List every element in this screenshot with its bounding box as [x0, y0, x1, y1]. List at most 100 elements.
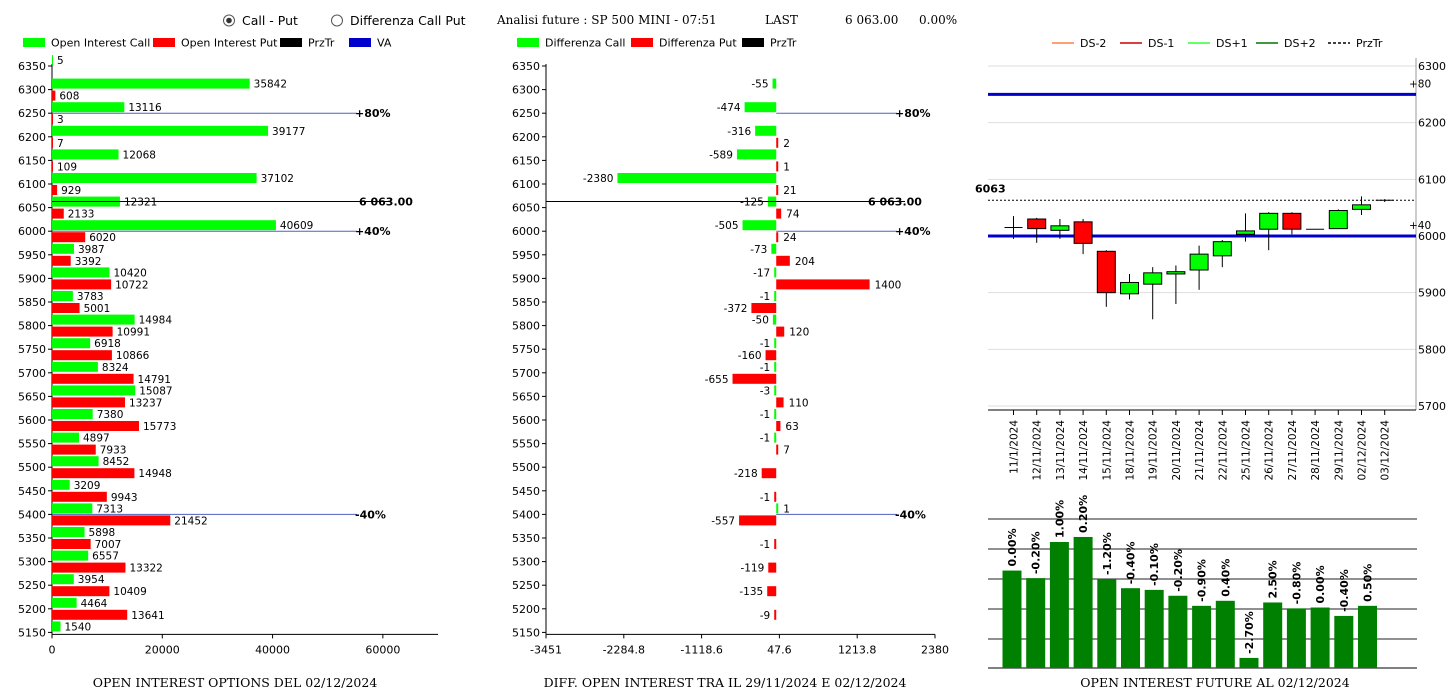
x-tick-label: 20/11/2024: [1171, 420, 1183, 481]
y-tick-label: 5800: [1418, 343, 1446, 356]
candle-body: [1328, 210, 1348, 230]
radio-label-call-put: Call - Put: [242, 13, 298, 28]
diff-call-bar-label: -125: [740, 197, 764, 209]
diff-put-bar-label: 1: [783, 161, 790, 173]
diff-put-bar: [776, 137, 779, 148]
put-bar: [52, 303, 80, 313]
radio-selected-dot: [226, 17, 232, 24]
diff-call-bar: [774, 267, 777, 278]
call-value-label: 6918: [94, 338, 121, 350]
call-value-label: 5: [57, 55, 64, 67]
y-tick-label: 5450: [18, 485, 46, 498]
y-tick-label: 5750: [512, 343, 540, 356]
future-bar-label: 0.00%: [1314, 565, 1327, 603]
y-tick-label: 5300: [512, 556, 540, 569]
y-tick-label: 5150: [512, 626, 540, 639]
diff-put-bar: [776, 326, 785, 337]
last-value: 6 063.00: [845, 13, 898, 27]
put-value-label: 929: [61, 185, 81, 197]
diff-put-bar-label: 63: [785, 421, 798, 433]
radio-differenza-call-put[interactable]: Differenza Call Put: [331, 13, 466, 28]
put-bar: [52, 350, 112, 361]
last-label: LAST: [765, 13, 798, 27]
future-bar: [1239, 657, 1259, 668]
future-bar-label: -0.40%: [1125, 541, 1138, 584]
legend-swatch: [280, 38, 302, 47]
future-bar: [1192, 605, 1212, 668]
diff-put-bar: [774, 539, 777, 549]
diff-call-bar-label: -505: [715, 220, 739, 232]
put-value-label: 7007: [95, 539, 122, 551]
diff-put-bar: [776, 397, 784, 408]
put-value-label: 7933: [100, 445, 127, 457]
y-tick-label: 5700: [1418, 400, 1446, 413]
legend-label: PrzTr: [770, 37, 797, 50]
y-tick-label: 6000: [1418, 230, 1446, 243]
put-value-label: 2133: [68, 209, 95, 221]
y-tick-label: 5500: [512, 461, 540, 474]
future-bar-label: 0.20%: [1077, 495, 1090, 533]
put-value-label: 21452: [174, 515, 207, 527]
diff-put-bar-label: 1400: [875, 279, 902, 291]
future-bar: [1334, 615, 1354, 668]
last-change: 0.00%: [919, 13, 957, 27]
x-tick-label: 40000: [255, 643, 290, 656]
page-title: Analisi future : SP 500 MINI - 07:51: [496, 13, 717, 27]
y-tick-label: 5900: [1418, 287, 1446, 300]
diff-call-bar: [742, 220, 777, 231]
call-value-label: 3783: [77, 291, 104, 303]
diff-call-bar-label: -3: [760, 385, 770, 397]
radio-call-put[interactable]: Call - Put: [223, 13, 299, 28]
va-label: +80%: [895, 107, 931, 120]
put-bar: [52, 373, 134, 384]
put-bar: [52, 539, 91, 549]
legend-label: DS+1: [1216, 37, 1248, 50]
put-value-label: 14948: [138, 468, 171, 480]
diff-put-bar: [776, 232, 779, 243]
put-bar: [52, 326, 113, 337]
y-tick-label: 6350: [512, 60, 540, 73]
x-tick-label: 47.6: [767, 643, 792, 656]
radio-label-differenza: Differenza Call Put: [350, 13, 466, 28]
candle-body: [1212, 241, 1232, 257]
candle-body: [1050, 225, 1070, 231]
x-tick-label: 21/11/2024: [1194, 420, 1206, 481]
future-bar-label: -0.40%: [1338, 569, 1351, 612]
x-tick-label: 13/11/2024: [1055, 420, 1067, 481]
put-bar: [52, 468, 135, 479]
y-tick-label: 6200: [18, 131, 46, 144]
put-value-label: 13641: [131, 610, 164, 622]
future-bar: [1097, 578, 1117, 668]
diff-put-bar-label: -135: [739, 586, 763, 598]
diff-put-bar-label: -1: [760, 539, 770, 551]
legend-label: Differenza Put: [659, 37, 737, 50]
call-bar: [52, 125, 269, 136]
put-bar: [52, 562, 126, 573]
put-bar: [52, 137, 53, 148]
diff-put-bar-label: 24: [783, 232, 797, 244]
diff-put-bar: [739, 515, 777, 526]
diff-call-bar: [744, 102, 777, 113]
call-value-label: 37102: [261, 173, 294, 185]
diff-put-bar: [732, 373, 777, 384]
future-bar: [1168, 595, 1188, 668]
va-label: +40%: [355, 225, 391, 238]
diff-put-bar-label: -218: [734, 468, 758, 480]
diff-call-bar-label: -55: [751, 79, 768, 91]
future-bar: [1144, 589, 1164, 668]
diff-put-bar-label: 74: [786, 209, 800, 221]
call-bar: [52, 314, 135, 325]
diff-put-bar: [776, 161, 779, 172]
call-value-label: 40609: [280, 220, 313, 232]
x-tick-label: 29/11/2024: [1333, 420, 1345, 481]
future-bar: [1073, 536, 1093, 668]
call-value-label: 3209: [74, 480, 101, 492]
legend-swatch: [742, 38, 764, 47]
y-tick-label: 5700: [512, 367, 540, 380]
y-tick-label: 6050: [18, 202, 46, 215]
diff-put-bar: [767, 586, 777, 597]
legend-label: VA: [377, 37, 392, 50]
diff-call-bar-label: -17: [753, 267, 770, 279]
x-tick-label: -1118.6: [680, 643, 722, 656]
future-bar: [1002, 570, 1022, 668]
